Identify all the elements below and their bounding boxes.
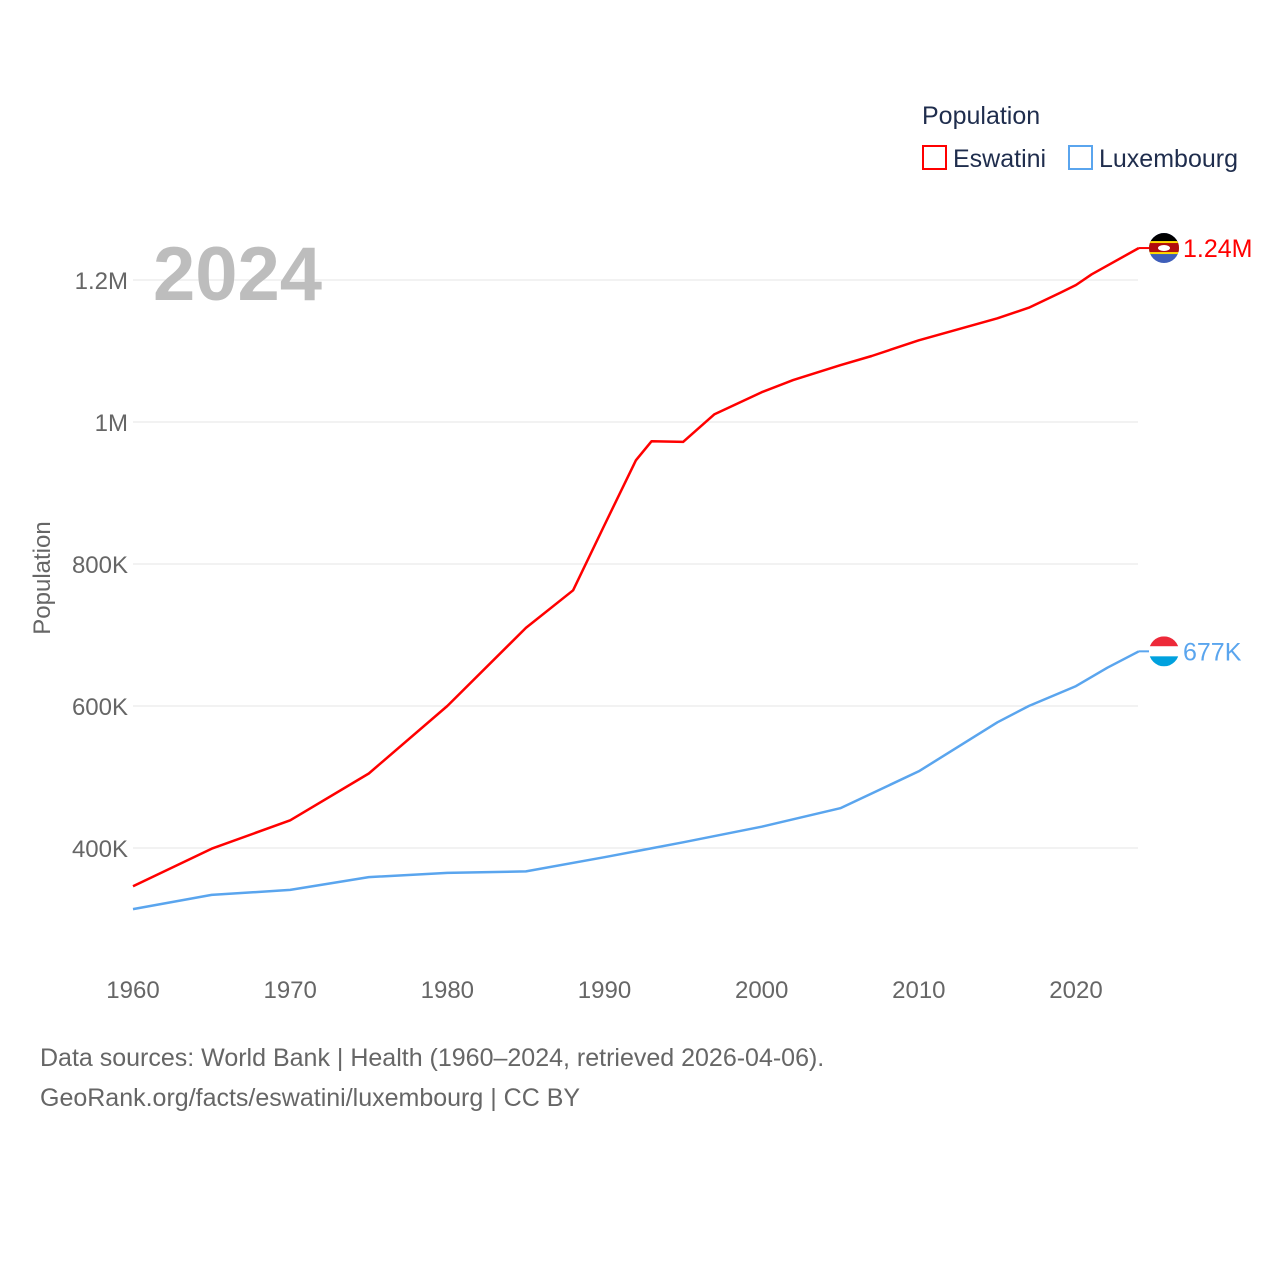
legend-swatch-luxembourg xyxy=(1068,145,1093,170)
legend-swatch-eswatini xyxy=(922,145,947,170)
legend-label-luxembourg: Luxembourg xyxy=(1099,145,1238,173)
x-tick-label: 1980 xyxy=(421,977,474,1004)
x-tick-label: 1990 xyxy=(578,977,631,1004)
y-tick-label: 1.2M xyxy=(75,268,128,295)
x-tick-label: 2000 xyxy=(735,977,788,1004)
legend-title: Population xyxy=(922,102,1040,130)
x-tick-label: 1970 xyxy=(263,977,316,1004)
year-label: 2024 xyxy=(153,232,322,317)
y-tick-label: 400K xyxy=(72,836,128,863)
y-tick-label: 800K xyxy=(72,552,128,579)
data-source-note: Data sources: World Bank | Health (1960–… xyxy=(40,1044,825,1072)
x-tick-label: 2020 xyxy=(1049,977,1102,1004)
y-axis-label: Population xyxy=(29,521,56,634)
y-tick-label: 600K xyxy=(72,694,128,721)
end-value-label-eswatini: 1.24M xyxy=(1183,235,1252,263)
series-line-luxembourg xyxy=(132,650,1140,911)
legend-label-eswatini: Eswatini xyxy=(953,145,1046,173)
series-line-eswatini xyxy=(132,246,1140,888)
attribution-link[interactable]: GeoRank.org/facts/eswatini/luxembourg | … xyxy=(40,1084,581,1112)
x-tick-label: 2010 xyxy=(892,977,945,1004)
luxembourg-flag-icon xyxy=(1149,636,1179,667)
y-tick-label: 1M xyxy=(95,410,128,437)
end-value-label-luxembourg: 677K xyxy=(1183,638,1242,666)
eswatini-flag-icon xyxy=(1149,233,1179,264)
x-tick-label: 1960 xyxy=(106,977,159,1004)
